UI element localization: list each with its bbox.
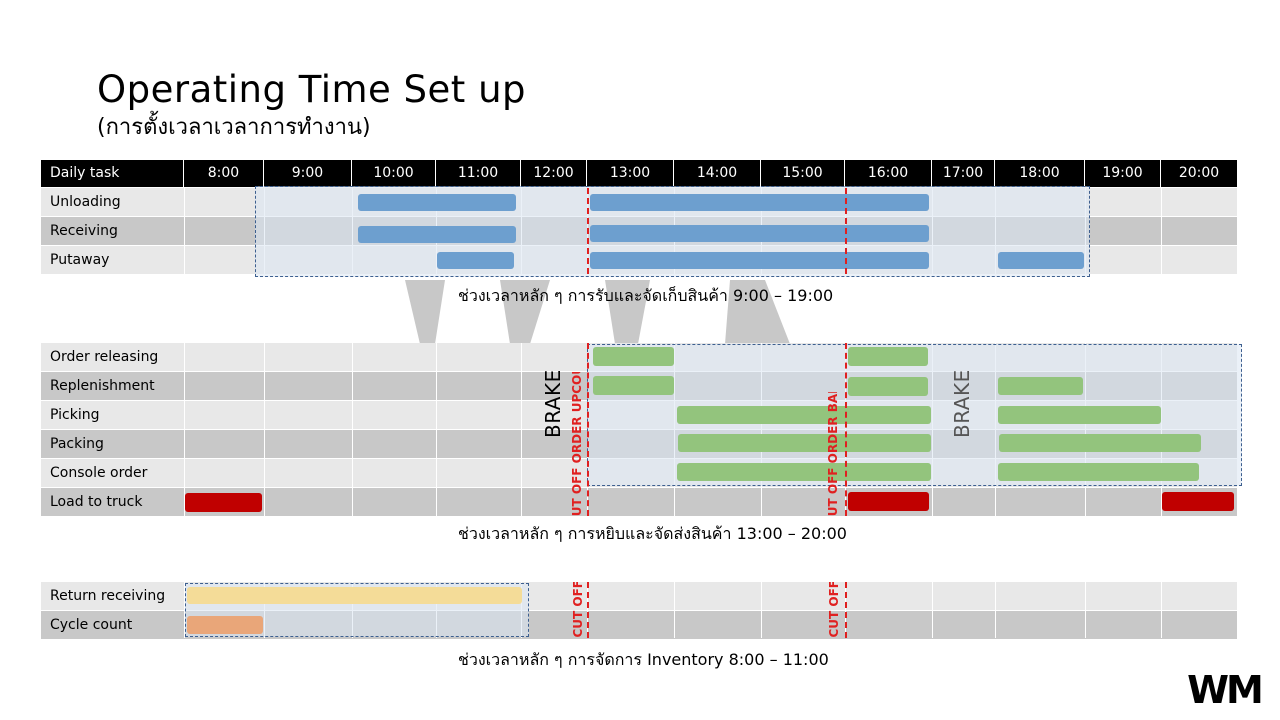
row-label: Return receiving (50, 588, 166, 604)
brake-label-1: BRAKE (541, 369, 565, 438)
header-hour: 10:00 (352, 160, 436, 187)
console-order-bar-1 (677, 463, 931, 481)
header-hour: 13:00 (587, 160, 674, 187)
row-label: Receiving (50, 223, 118, 239)
grid-line (184, 188, 185, 274)
header-hour: 14:00 (674, 160, 761, 187)
putaway-bar-afternoon (590, 252, 929, 269)
cutoff-label-clip-1: CUT OFF (569, 582, 587, 638)
header-hour: 15:00 (761, 160, 845, 187)
order-releasing-bar-1 (593, 347, 674, 366)
page-title: Operating Time Set up (97, 68, 527, 111)
receiving-bar-morning (358, 226, 516, 243)
packing-bar-1 (678, 434, 931, 452)
cutoff-label-clip-2: CUT OFF (825, 582, 843, 638)
row-label: Putaway (50, 252, 110, 268)
cutoff-bangkok-label: CUT OFF ORDER BANGKOK (826, 392, 840, 516)
row-label: Load to truck (50, 494, 143, 510)
unloading-bar-afternoon (590, 194, 929, 211)
row-label: Picking (50, 407, 100, 423)
schedule-header: Daily task 8:00 9:00 10:00 11:00 12:00 1… (41, 160, 1237, 187)
row-label: Order releasing (50, 349, 159, 365)
picking-bar-2 (998, 406, 1161, 424)
unloading-bar-morning (358, 194, 516, 211)
header-hour: 11:00 (436, 160, 521, 187)
header-hour: 16:00 (845, 160, 932, 187)
return-receiving-bar (187, 587, 522, 604)
load-to-truck-bar-1 (185, 493, 262, 512)
header-hour: 18:00 (995, 160, 1085, 187)
replenishment-bar-1 (593, 376, 674, 395)
wm-logo: WM (1187, 668, 1264, 708)
header-hour: 12:00 (521, 160, 587, 187)
row-label: Unloading (50, 194, 121, 210)
row-label: Console order (50, 465, 148, 481)
putaway-bar-morning (437, 252, 514, 269)
cutoff-line (587, 188, 589, 274)
brake-label-2: BRAKE (950, 369, 974, 438)
receiving-bar-afternoon (590, 225, 929, 242)
grid-line (1161, 188, 1162, 274)
picking-bar-1 (677, 406, 931, 424)
console-order-bar-2 (998, 463, 1199, 481)
header-hour: 8:00 (184, 160, 264, 187)
cycle-count-bar (187, 616, 263, 634)
page-subtitle: (การตั้งเวลาเวลาการทำงาน) (97, 115, 371, 140)
replenishment-bar-3 (998, 377, 1083, 395)
header-hour: 17:00 (932, 160, 995, 187)
inventory-caption: ช่วงเวลาหลัก ๆ การจัดการ Inventory 8:00 … (458, 650, 829, 669)
load-to-truck-bar-3 (1162, 492, 1234, 511)
inbound-caption: ช่วงเวลาหลัก ๆ การรับและจัดเก็บสินค้า 9:… (458, 286, 834, 305)
header-hour: 9:00 (264, 160, 352, 187)
row-label: Replenishment (50, 378, 155, 394)
header-hour: 20:00 (1178, 165, 1220, 181)
cutoff-upcountry-clip: CUT OFF ORDER UPCOUNTRY (568, 372, 586, 516)
outbound-caption: ช่วงเวลาหลัก ๆ การหยิบและจัดส่งสินค้า 13… (458, 524, 847, 543)
putaway-bar-evening (998, 252, 1084, 269)
cutoff-line (587, 582, 589, 638)
cutoff-line (845, 343, 847, 516)
cutoff-upcountry-label: CUT OFF ORDER UPCOUNTRY (570, 372, 584, 516)
grid-line (41, 610, 1237, 611)
cutoff-line (845, 188, 847, 274)
replenishment-bar-2 (848, 377, 928, 396)
row-label: Cycle count (50, 617, 133, 633)
row-label: Packing (50, 436, 104, 452)
packing-bar-2 (999, 434, 1201, 452)
watermark-graphic (405, 280, 790, 344)
header-daily-task: Daily task (41, 160, 184, 187)
svg-text:WM: WM (1187, 668, 1261, 708)
cutoff-line (587, 343, 589, 516)
grid-line (41, 487, 1237, 488)
load-to-truck-bar-2 (848, 492, 929, 511)
header-hour: 19:00 (1085, 160, 1161, 187)
cutoff-line (845, 582, 847, 638)
cutoff-label: CUT OFF (571, 582, 585, 638)
order-releasing-bar-2 (848, 347, 928, 366)
cutoff-label: CUT OFF (827, 582, 841, 638)
cutoff-bangkok-clip: CUT OFF ORDER BANGKOK (824, 392, 842, 516)
